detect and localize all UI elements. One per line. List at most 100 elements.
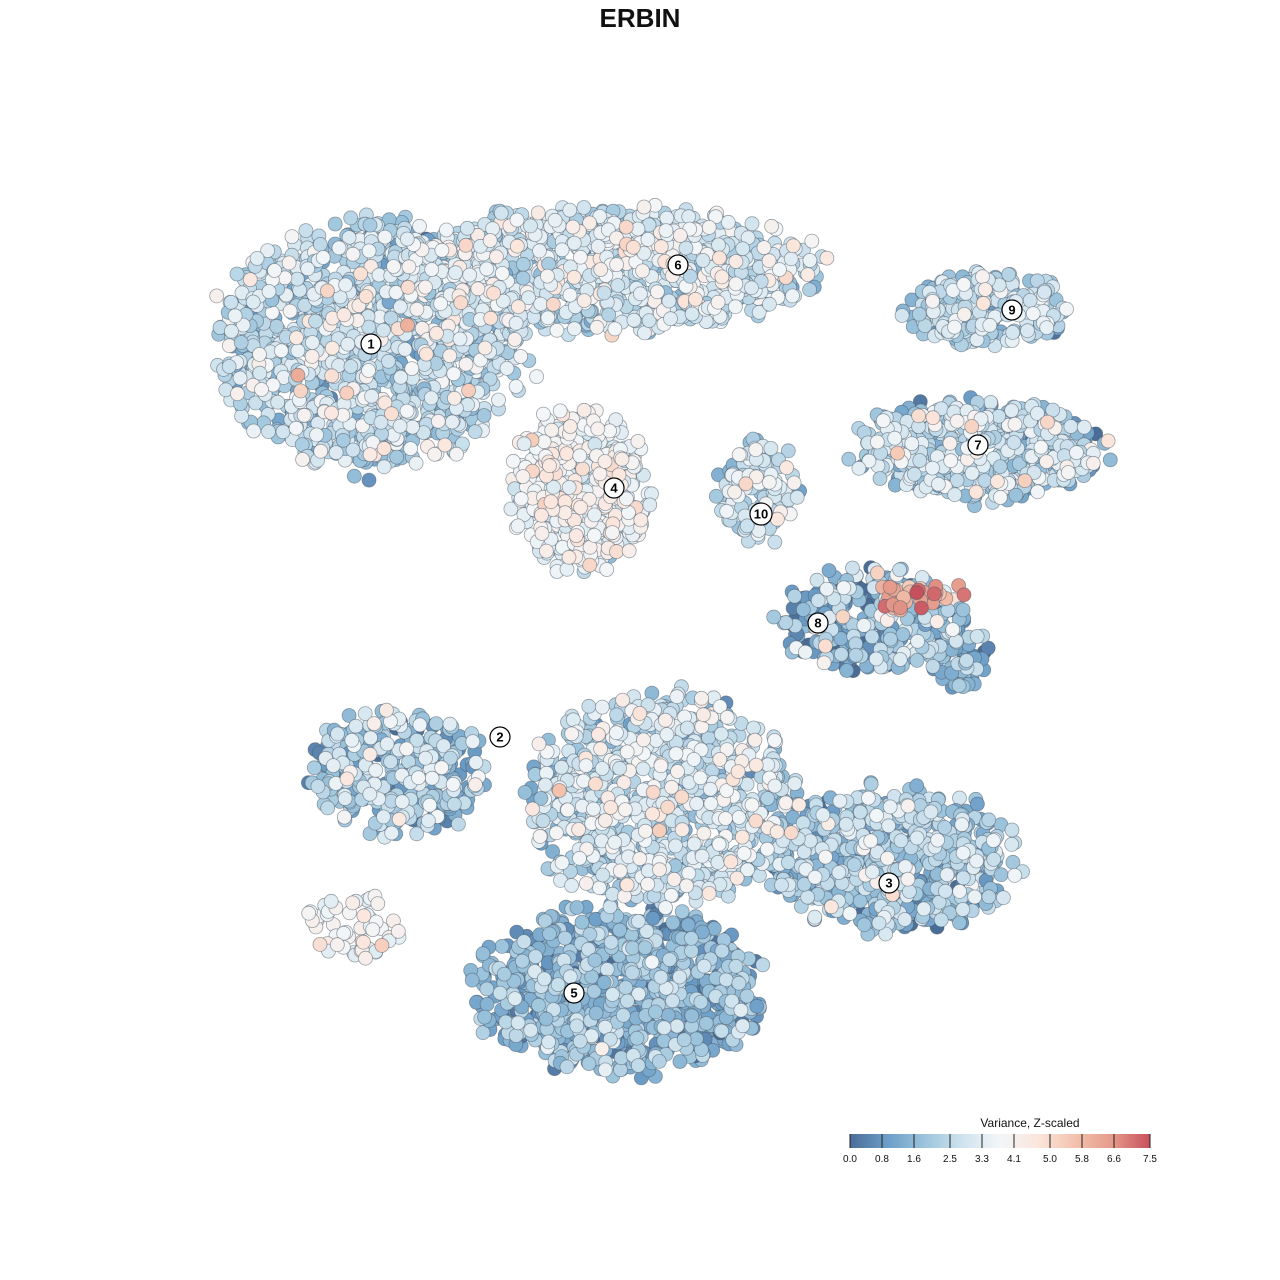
scatter-point: [605, 987, 620, 1002]
scatter-point: [900, 871, 916, 887]
scatter-point: [900, 798, 916, 814]
scatter-point: [902, 884, 917, 899]
scatter-point: [323, 893, 339, 909]
scatter-point: [959, 653, 974, 668]
scatter-point: [618, 980, 634, 995]
scatter-point: [465, 734, 481, 749]
scatter-point: [684, 1008, 700, 1024]
scatter-point: [863, 776, 879, 792]
scatter-point: [795, 815, 811, 831]
scatter-point: [468, 755, 484, 770]
scatter-point: [744, 216, 760, 232]
scatter-point: [446, 796, 462, 812]
scatter-point: [755, 957, 771, 973]
scatter-point: [1004, 837, 1020, 852]
scatter-point: [569, 900, 585, 915]
scatter-point: [967, 889, 983, 905]
scatter-point: [572, 1033, 588, 1049]
scatter-point: [477, 1009, 493, 1025]
scatter-point: [559, 1059, 575, 1075]
scatter-point: [336, 809, 352, 825]
scatter-point: [365, 922, 381, 937]
scatter-point: [665, 915, 681, 931]
scatter-point: [361, 472, 377, 488]
scatter-point: [362, 746, 378, 762]
scatter-point: [384, 825, 400, 841]
scatter-point: [880, 850, 895, 866]
scatter-point: [955, 845, 971, 861]
scatter-point: [445, 777, 461, 792]
scatter-point: [394, 794, 410, 810]
scatter-point: [714, 943, 730, 959]
scatter-point: [246, 423, 262, 439]
scatter-point: [467, 777, 483, 793]
scatter-point: [363, 730, 379, 746]
scatter-point: [883, 631, 898, 647]
scatter-point: [996, 890, 1011, 906]
scatter-point: [909, 778, 925, 794]
scatter-point: [343, 210, 359, 226]
scatter-point: [588, 1005, 604, 1021]
scatter-point: [234, 408, 250, 424]
scatter-point: [696, 958, 712, 974]
scatter-point: [807, 869, 823, 885]
scatter-point: [450, 816, 466, 832]
scatter-point: [223, 294, 239, 310]
scatter-point: [955, 902, 971, 917]
scatter-point: [933, 912, 949, 928]
scatter-point: [514, 953, 530, 969]
scatter-point: [505, 453, 521, 469]
scatter-point: [656, 1020, 672, 1036]
scatter-point: [584, 969, 600, 985]
scatter-point: [379, 736, 395, 752]
scatter-point: [574, 914, 590, 930]
scatter-point: [229, 266, 245, 282]
scatter-point: [683, 931, 699, 946]
scatter-point: [925, 659, 941, 674]
scatter-point: [1007, 868, 1023, 883]
scatter-point: [800, 889, 815, 905]
scatter-point: [599, 562, 615, 577]
scatter-point: [986, 833, 1001, 848]
scatter-point: [412, 717, 428, 733]
scatter-point: [787, 588, 802, 604]
scatter-point: [418, 750, 433, 766]
scatter-point: [249, 250, 265, 266]
scatter-point: [507, 991, 523, 1006]
scatter-point: [368, 762, 384, 778]
scatter-point: [620, 993, 635, 1009]
scatter-point: [366, 716, 382, 731]
scatter-point: [320, 800, 336, 816]
scatter-point: [863, 833, 879, 849]
scatter-point: [642, 497, 658, 513]
scatter-point: [969, 629, 985, 644]
scatter-point: [346, 468, 362, 484]
scatter-point: [399, 741, 415, 757]
scatter-point: [479, 981, 495, 997]
scatter-point: [842, 906, 858, 921]
scatter-point: [581, 1056, 597, 1071]
scatter-point: [327, 216, 343, 232]
scatter-point: [370, 896, 386, 911]
scatter-point: [513, 348, 529, 364]
scatter-point: [337, 791, 353, 806]
scatter-point: [301, 905, 317, 921]
scatter-point: [411, 770, 426, 786]
scatter-point: [680, 917, 696, 933]
scatter-point: [390, 923, 406, 939]
scatter-point: [328, 445, 344, 461]
scatter-point: [833, 646, 849, 662]
scatter-point: [389, 449, 405, 465]
scatter-point: [651, 1054, 667, 1069]
scatter-point: [348, 718, 364, 734]
scatter-point: [838, 816, 854, 832]
scatter-point: [298, 223, 314, 239]
scatter-point: [821, 563, 837, 578]
scatter-point: [852, 804, 868, 820]
scatter-point: [954, 817, 970, 832]
scatter-point: [275, 424, 291, 440]
scatter-point: [674, 904, 690, 919]
scatter-point: [672, 969, 687, 985]
scatter-point: [442, 716, 458, 732]
scatter-point: [508, 1028, 524, 1043]
